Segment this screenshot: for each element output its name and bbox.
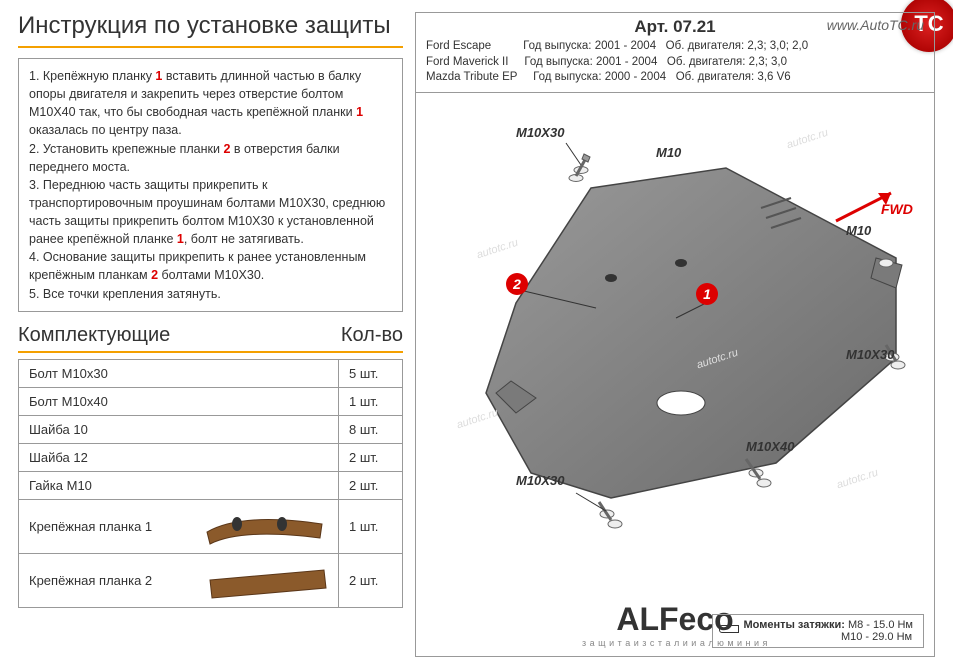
parts-row: Болт М10х305 шт. xyxy=(19,359,403,387)
torque-title: Моменты затяжки: xyxy=(743,619,844,631)
plate-name: Крепёжная планка 2 xyxy=(19,553,339,607)
parts-header-right: Кол-во xyxy=(341,324,403,347)
vehicle-header: www.AutoTC.ru Арт. 07.21 Ford Escape Год… xyxy=(416,13,934,93)
instruction-step: 3. Переднюю часть защиты прикрепить к тр… xyxy=(29,176,392,249)
diagram-marker: 1 xyxy=(696,283,718,305)
right-column: www.AutoTC.ru Арт. 07.21 Ford Escape Год… xyxy=(415,12,935,657)
skid-plate-svg xyxy=(416,93,936,563)
plate-qty: 1 шт. xyxy=(339,499,403,553)
instruction-step: 5. Все точки крепления затянуть. xyxy=(29,285,392,303)
part-name: Болт М10х40 xyxy=(19,387,339,415)
diagram-label: M10X30 xyxy=(516,473,564,488)
diagram-label: M10X30 xyxy=(846,347,894,362)
part-name: Болт М10х30 xyxy=(19,359,339,387)
parts-header-left: Комплектующие xyxy=(18,324,170,347)
plate-row: Крепёжная планка 22 шт. xyxy=(19,553,403,607)
instruction-step: 1. Крепёжную планку 1 вставить длинной ч… xyxy=(29,67,392,140)
parts-table: Болт М10х305 шт.Болт М10х401 шт.Шайба 10… xyxy=(18,359,403,608)
skid-plate-shape xyxy=(486,168,896,498)
part-qty: 5 шт. xyxy=(339,359,403,387)
instruction-step: 2. Установить крепежные планки 2 в отвер… xyxy=(29,140,392,176)
instruction-step: 4. Основание защиты прикрепить к ранее у… xyxy=(29,248,392,284)
torque-line: М10 - 29.0 Нм xyxy=(841,631,912,643)
instructions-box: 1. Крепёжную планку 1 вставить длинной ч… xyxy=(18,58,403,312)
part-qty: 2 шт. xyxy=(339,471,403,499)
torque-box: Моменты затяжки: М8 - 15.0 Нм Моменты за… xyxy=(712,614,924,648)
parts-row: Болт М10х401 шт. xyxy=(19,387,403,415)
diagram-label: M10 xyxy=(846,223,871,238)
part-name: Шайба 10 xyxy=(19,415,339,443)
torque-line: М8 - 15.0 Нм xyxy=(848,619,913,631)
diagram-label: M10X30 xyxy=(516,125,564,140)
part-name: Шайба 12 xyxy=(19,443,339,471)
diagram: autotc.ru autotc.ru autotc.ru autotc.ru … xyxy=(416,93,934,563)
installation-sheet: TC Инструкция по установке защиты 1. Кре… xyxy=(0,0,953,667)
part-name: Гайка М10 xyxy=(19,471,339,499)
diagram-label: M10 xyxy=(656,145,681,160)
parts-row: Шайба 108 шт. xyxy=(19,415,403,443)
plate-name: Крепёжная планка 1 xyxy=(19,499,339,553)
part-qty: 8 шт. xyxy=(339,415,403,443)
parts-row: Гайка М102 шт. xyxy=(19,471,403,499)
plate-row: Крепёжная планка 11 шт. xyxy=(19,499,403,553)
part-qty: 1 шт. xyxy=(339,387,403,415)
parts-row: Шайба 122 шт. xyxy=(19,443,403,471)
diagram-label: M10X40 xyxy=(746,439,794,454)
fwd-label: FWD xyxy=(881,201,913,217)
diagram-marker: 2 xyxy=(506,273,528,295)
left-column: Инструкция по установке защиты 1. Крепёж… xyxy=(18,12,403,608)
page-title: Инструкция по установке защиты xyxy=(18,12,403,48)
models-block: Ford Escape Год выпуска: 2001 - 2004 Об.… xyxy=(426,39,924,86)
logo-main: ALF xyxy=(616,601,678,637)
parts-header: Комплектующие Кол-во xyxy=(18,324,403,353)
part-qty: 2 шт. xyxy=(339,443,403,471)
plate-qty: 2 шт. xyxy=(339,553,403,607)
watermark-link: www.AutoTC.ru xyxy=(827,17,924,33)
